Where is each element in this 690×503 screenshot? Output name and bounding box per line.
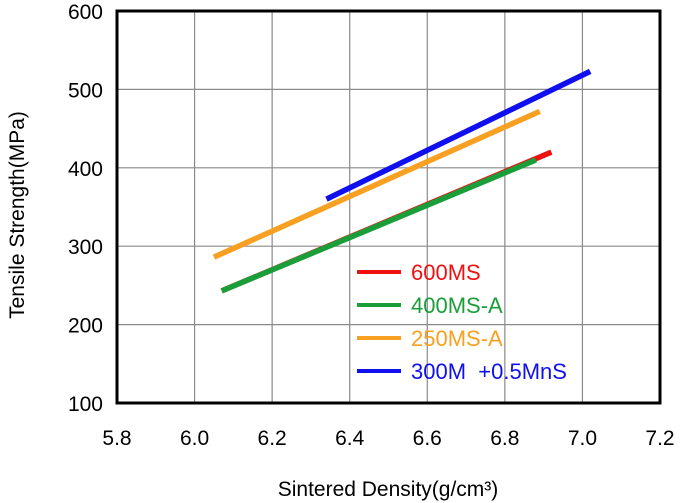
y-tick-labels: 100 200 300 400 500 600: [68, 1, 103, 416]
x-tick-labels: 5.8 6.0 6.2 6.4 6.6 6.8 7.0 7.2: [102, 427, 674, 450]
grid: [116, 10, 661, 404]
y-tick-label: 300: [68, 236, 103, 259]
series-line-3: [325, 68, 592, 202]
y-axis-label: Tensile Strength(MPa): [6, 111, 29, 319]
x-tick-label: 6.2: [258, 427, 287, 450]
x-tick-label: 6.6: [413, 427, 442, 450]
y-tick-label: 500: [68, 79, 103, 102]
series-line-1: [220, 157, 537, 294]
legend: 600MS 400MS-A 250MS-A 300M +0.5MnS: [357, 260, 567, 384]
x-tick-label: 5.8: [102, 427, 131, 450]
y-tick-label: 400: [68, 158, 103, 181]
series-line-2: [212, 108, 541, 260]
x-axis-label: Sintered Density(g/cm³): [278, 478, 499, 501]
plot-area-frame: [115, 9, 662, 405]
y-tick-label: 200: [68, 315, 103, 338]
series-lines: [212, 68, 592, 294]
y-tick-label: 600: [68, 1, 103, 24]
x-tick-label: 6.0: [180, 427, 209, 450]
x-tick-label: 6.4: [335, 427, 365, 450]
y-tick-label: 100: [68, 393, 103, 416]
legend-label: 400MS-A: [411, 293, 503, 318]
x-tick-label: 7.2: [645, 427, 674, 450]
legend-label: 300M +0.5MnS: [411, 359, 567, 384]
legend-label: 250MS-A: [411, 326, 503, 351]
legend-label: 600MS: [411, 260, 481, 285]
x-tick-label: 6.8: [490, 427, 519, 450]
x-tick-label: 7.0: [568, 427, 597, 450]
